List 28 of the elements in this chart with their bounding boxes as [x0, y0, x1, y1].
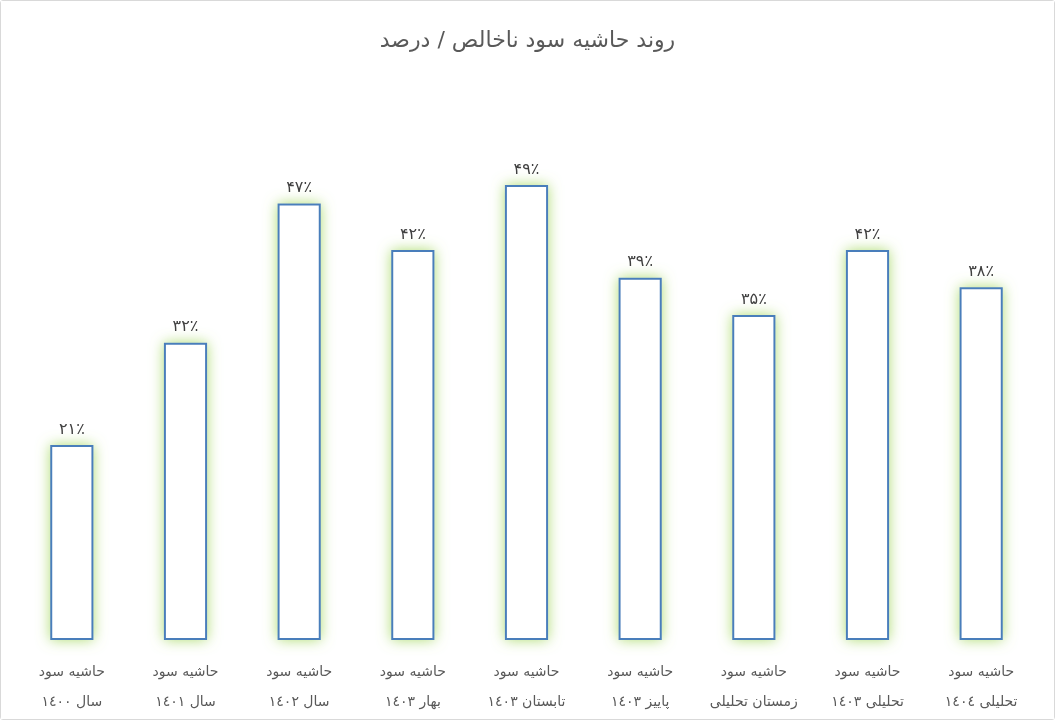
- x-tick-label: حاشیه سود پاییز ١٤٠٣: [607, 663, 674, 710]
- x-tick-label: حاشیه سود تحلیلی ١٤٠٣: [831, 663, 904, 709]
- chart-title: روند حاشیه سود ناخالص / درصد: [379, 26, 676, 53]
- bar: [277, 203, 321, 640]
- x-tick-label: حاشیه سود تحلیلی ١٤٠٤: [944, 663, 1018, 709]
- bar: [845, 250, 890, 640]
- bar: [504, 185, 549, 640]
- bar: [50, 445, 94, 640]
- data-label: ۴۹٪: [513, 158, 540, 178]
- data-label: ۳۵٪: [740, 288, 767, 308]
- x-tick-label: حاشیه سود بهار ١٤٠٣: [379, 663, 446, 710]
- bar: [732, 315, 776, 640]
- x-tick-label: حاشیه سود سال ١٤٠١: [152, 663, 219, 709]
- bar: [391, 250, 435, 640]
- data-label: ۳۸٪: [968, 260, 995, 280]
- data-label: ۴۲٪: [854, 223, 881, 243]
- x-tick-label: حاشیه سود سال ١٤٠٠: [38, 663, 105, 709]
- data-label: ۲۱٪: [58, 418, 85, 438]
- bar: [618, 277, 662, 640]
- bar: [163, 342, 208, 640]
- x-tick-label: حاشیه سود تابستان ١٤٠٣: [487, 663, 566, 709]
- data-label: ۳۹٪: [627, 251, 654, 271]
- x-tick-label: حاشیه سود سال ١٤٠٢: [266, 663, 333, 709]
- x-tick-label: حاشیه سود زمستان تحلیلی: [709, 663, 798, 710]
- data-label: ۳۲٪: [172, 316, 199, 336]
- data-label: ۴۷٪: [286, 177, 313, 197]
- data-label: ۴۲٪: [399, 223, 426, 243]
- bar: [959, 287, 1003, 640]
